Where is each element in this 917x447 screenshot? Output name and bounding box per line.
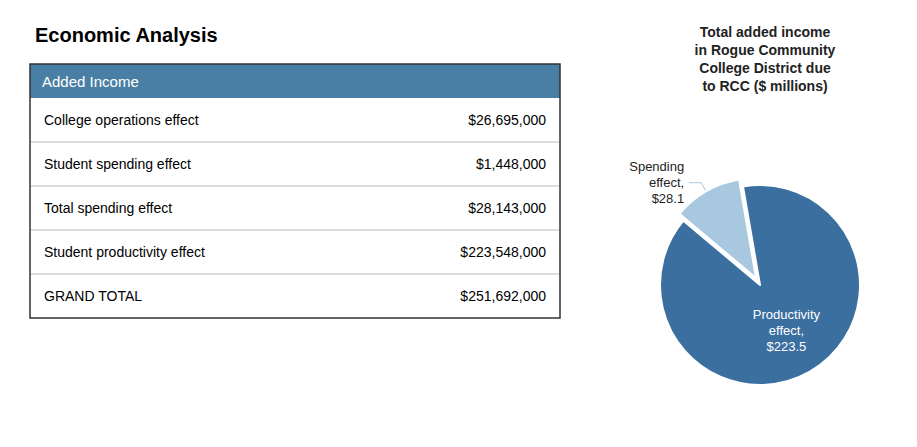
svg-text:to RCC ($ millions): to RCC ($ millions)	[702, 78, 827, 94]
svg-text:Productivity: Productivity	[753, 307, 821, 322]
svg-text:Economic Analysis: Economic Analysis	[35, 24, 218, 46]
svg-text:$251,692,000: $251,692,000	[460, 288, 546, 304]
svg-text:effect,: effect,	[649, 175, 684, 190]
svg-text:$28,143,000: $28,143,000	[468, 200, 546, 216]
svg-text:Student spending effect: Student spending effect	[44, 156, 191, 172]
svg-text:in Rogue Community: in Rogue Community	[695, 42, 836, 58]
svg-text:Spending: Spending	[629, 159, 684, 174]
svg-text:Total added income: Total added income	[700, 24, 831, 40]
svg-text:Added Income: Added Income	[42, 73, 139, 90]
svg-text:$1,448,000: $1,448,000	[476, 156, 546, 172]
svg-text:effect,: effect,	[769, 323, 804, 338]
svg-text:College operations effect: College operations effect	[44, 112, 199, 128]
svg-text:$223.5: $223.5	[767, 339, 807, 354]
svg-text:$28.1: $28.1	[652, 191, 685, 206]
svg-text:Total spending effect: Total spending effect	[44, 200, 172, 216]
svg-text:$26,695,000: $26,695,000	[468, 112, 546, 128]
svg-text:College District due: College District due	[699, 60, 831, 76]
svg-text:Student productivity effect: Student productivity effect	[44, 244, 205, 260]
svg-text:$223,548,000: $223,548,000	[460, 244, 546, 260]
svg-text:GRAND TOTAL: GRAND TOTAL	[44, 288, 142, 304]
